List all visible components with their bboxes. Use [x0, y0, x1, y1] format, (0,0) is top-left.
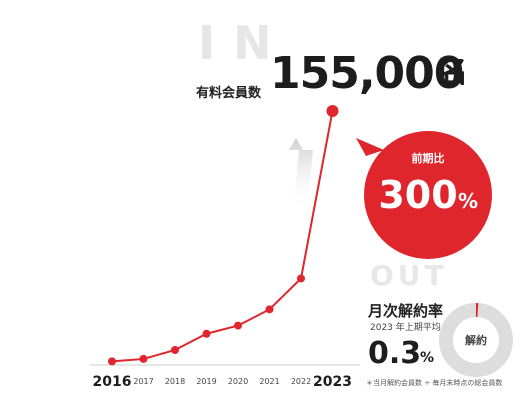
x-tick-labels: 2016 2017 2018 2019 2020 2021 2022 2023 [93, 374, 352, 390]
members-unit: 名 [438, 55, 468, 90]
churn-title: 月次解約率 [368, 302, 444, 320]
churn-subtitle: 2023 年上期平均 [370, 323, 441, 333]
x-tick-label: 2018 [165, 377, 185, 386]
out-label: OUT [370, 259, 448, 292]
donut-label: 解約 [465, 333, 487, 347]
x-tick-label: 2017 [133, 377, 153, 386]
data-point-2017 [139, 354, 148, 363]
x-tick-label: 2021 [259, 377, 279, 386]
churn-donut: 解約 [439, 302, 513, 377]
series-line [111, 110, 334, 363]
data-point-2022 [297, 274, 305, 283]
data-points [108, 105, 339, 366]
callout-unit: % [458, 189, 478, 213]
churn-unit: % [420, 350, 435, 366]
callout-value: 300 [378, 173, 457, 217]
members-label: 有料会員数 [196, 86, 262, 101]
churn-value: 0.3 [368, 336, 422, 371]
x-tick-label: 2016 [93, 374, 132, 390]
churn-note: ＊当月解約会員数 ÷ 毎月末時点の総会員数 [366, 379, 503, 387]
data-point-2021 [265, 305, 274, 314]
data-point-2016 [108, 357, 116, 366]
x-tick-label: 2019 [196, 377, 216, 386]
x-tick-label: 2023 [313, 374, 352, 390]
x-tick-label: 2022 [291, 377, 311, 386]
callout-label: 前期比 [412, 151, 445, 165]
members-value: 155,000 [270, 48, 464, 99]
data-point-2020 [234, 321, 242, 330]
data-point-2019 [202, 329, 211, 338]
in-label: IN [198, 16, 290, 70]
yoy-callout: 前期比 300 % [356, 131, 492, 259]
callout-tail [356, 138, 384, 156]
callout-circle [364, 131, 492, 259]
data-point-2023 [326, 105, 339, 117]
x-tick-label: 2020 [228, 377, 248, 386]
growth-arrow-icon [278, 138, 313, 212]
data-point-2018 [171, 345, 179, 354]
